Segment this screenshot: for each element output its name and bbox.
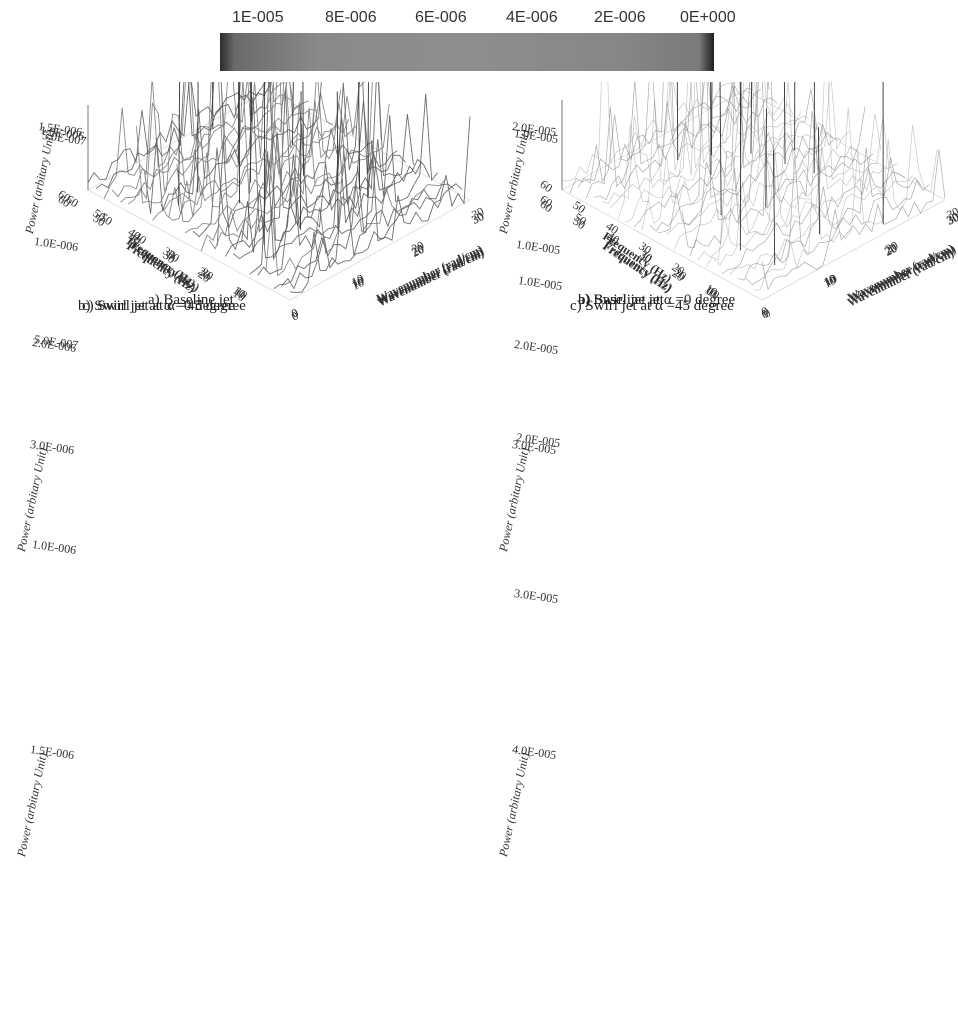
colorbar-legend: 1E-005 8E-006 6E-006 4E-006 2E-006 0E+00… [0,0,958,80]
surface-trace [681,82,866,248]
colorbar-label: 2E-006 [594,9,646,26]
surface-spike [711,82,713,156]
panel-caption: b) Swirl jet at α =0 degree [78,298,236,314]
surface-spike [178,82,181,206]
surface-spike [336,91,339,229]
panel-caption: a) Baseline jet [578,292,664,308]
surface-trace [128,100,309,205]
surface-trace [225,89,406,257]
surface-trace [761,149,946,291]
surface-trace [625,115,810,223]
surface-spike [750,82,753,154]
surface-trace [697,82,882,261]
surface-trace [216,82,398,251]
surface-trace [729,175,914,275]
surface-trace [289,116,471,293]
surface-trace [689,82,874,256]
surface-trace [95,82,271,189]
surface-spike [676,82,679,161]
colorbar-label: 6E-006 [415,9,467,26]
surface-trace [176,82,358,222]
surface-trace [152,82,333,221]
panel-caption: c) Swirl jet at α =45 degree [82,298,246,314]
surface-trace [120,82,301,203]
surface-trace [593,97,778,201]
surface-spike [197,82,199,193]
surface-svg [561,82,946,301]
surface-spike [739,82,742,251]
panel-caption: b) Swirl jet at α =0 degree [578,292,736,308]
surface-spike [292,82,294,145]
colorbar-label: 0E+000 [680,9,736,26]
colorbar-label: 8E-006 [325,9,377,26]
surface-trace [265,150,447,277]
surface-spike [783,82,786,164]
surface-trace [281,140,463,290]
surface-spike [358,82,361,190]
surface-svg [87,82,471,301]
surface-trace [241,124,422,259]
surface-plot-baseline-right: a) Baseline jet Power (arbitary Unit) 2.0E… [479,82,958,402]
surface-trace [609,82,794,208]
panel-caption: c) Swirl jet at α =45 degree [570,298,734,314]
surface-trace [200,82,382,252]
surface-trace [168,82,350,218]
surface-spike [237,82,240,164]
surface-plot-swirl0-right: b) Swirl jet at α =0 degree Power (arbita… [479,197,958,720]
surface-spike [710,82,712,175]
surface-spike [817,127,821,235]
surface-spike [719,82,722,215]
surface-trace [569,82,754,194]
surface-plot-swirl45-right: c) Swirl jet at α =45 degree Power (arbit… [479,177,958,1025]
surface-spike [367,82,369,198]
surface-trace [561,82,735,182]
surface-floor [87,89,471,301]
surface-trace [144,82,322,214]
surface-plot-swirl0-left: b) Swirl jet at α =0 degree Power (arbita… [0,192,486,720]
surface-trace [745,155,930,286]
surface-trace [192,128,374,238]
surface-trace [184,82,366,234]
surface-plot-baseline-left: a) Baseline jet Power (arbitary Unit) 1.5E… [0,82,486,402]
surface-trace [705,116,890,268]
surface-plot-swirl45-left: c) Swirl jet at α =45 degree Power (arbit… [0,187,486,1025]
colorbar-gradient [220,33,714,71]
surface-spike [300,91,302,230]
surface-trace [136,82,317,204]
surface-spike [765,108,767,208]
colorbar-label: 4E-006 [506,9,558,26]
surface-trace [233,82,414,260]
surface-trace [87,82,266,183]
surface-spike [773,150,776,266]
surface-trace [103,82,285,199]
surface-trace [721,167,906,275]
surface-spike [212,82,214,130]
surface-spike [302,82,304,176]
colorbar-label: 1E-005 [232,9,284,26]
panel-caption: a) Baseline jet [148,292,234,308]
surface-trace [633,82,818,228]
surface-trace [713,107,898,266]
surface-trace [601,82,786,205]
surface-trace [737,147,922,281]
surface-trace [577,82,762,188]
surface-trace [257,93,439,276]
surface-trace [657,123,842,234]
